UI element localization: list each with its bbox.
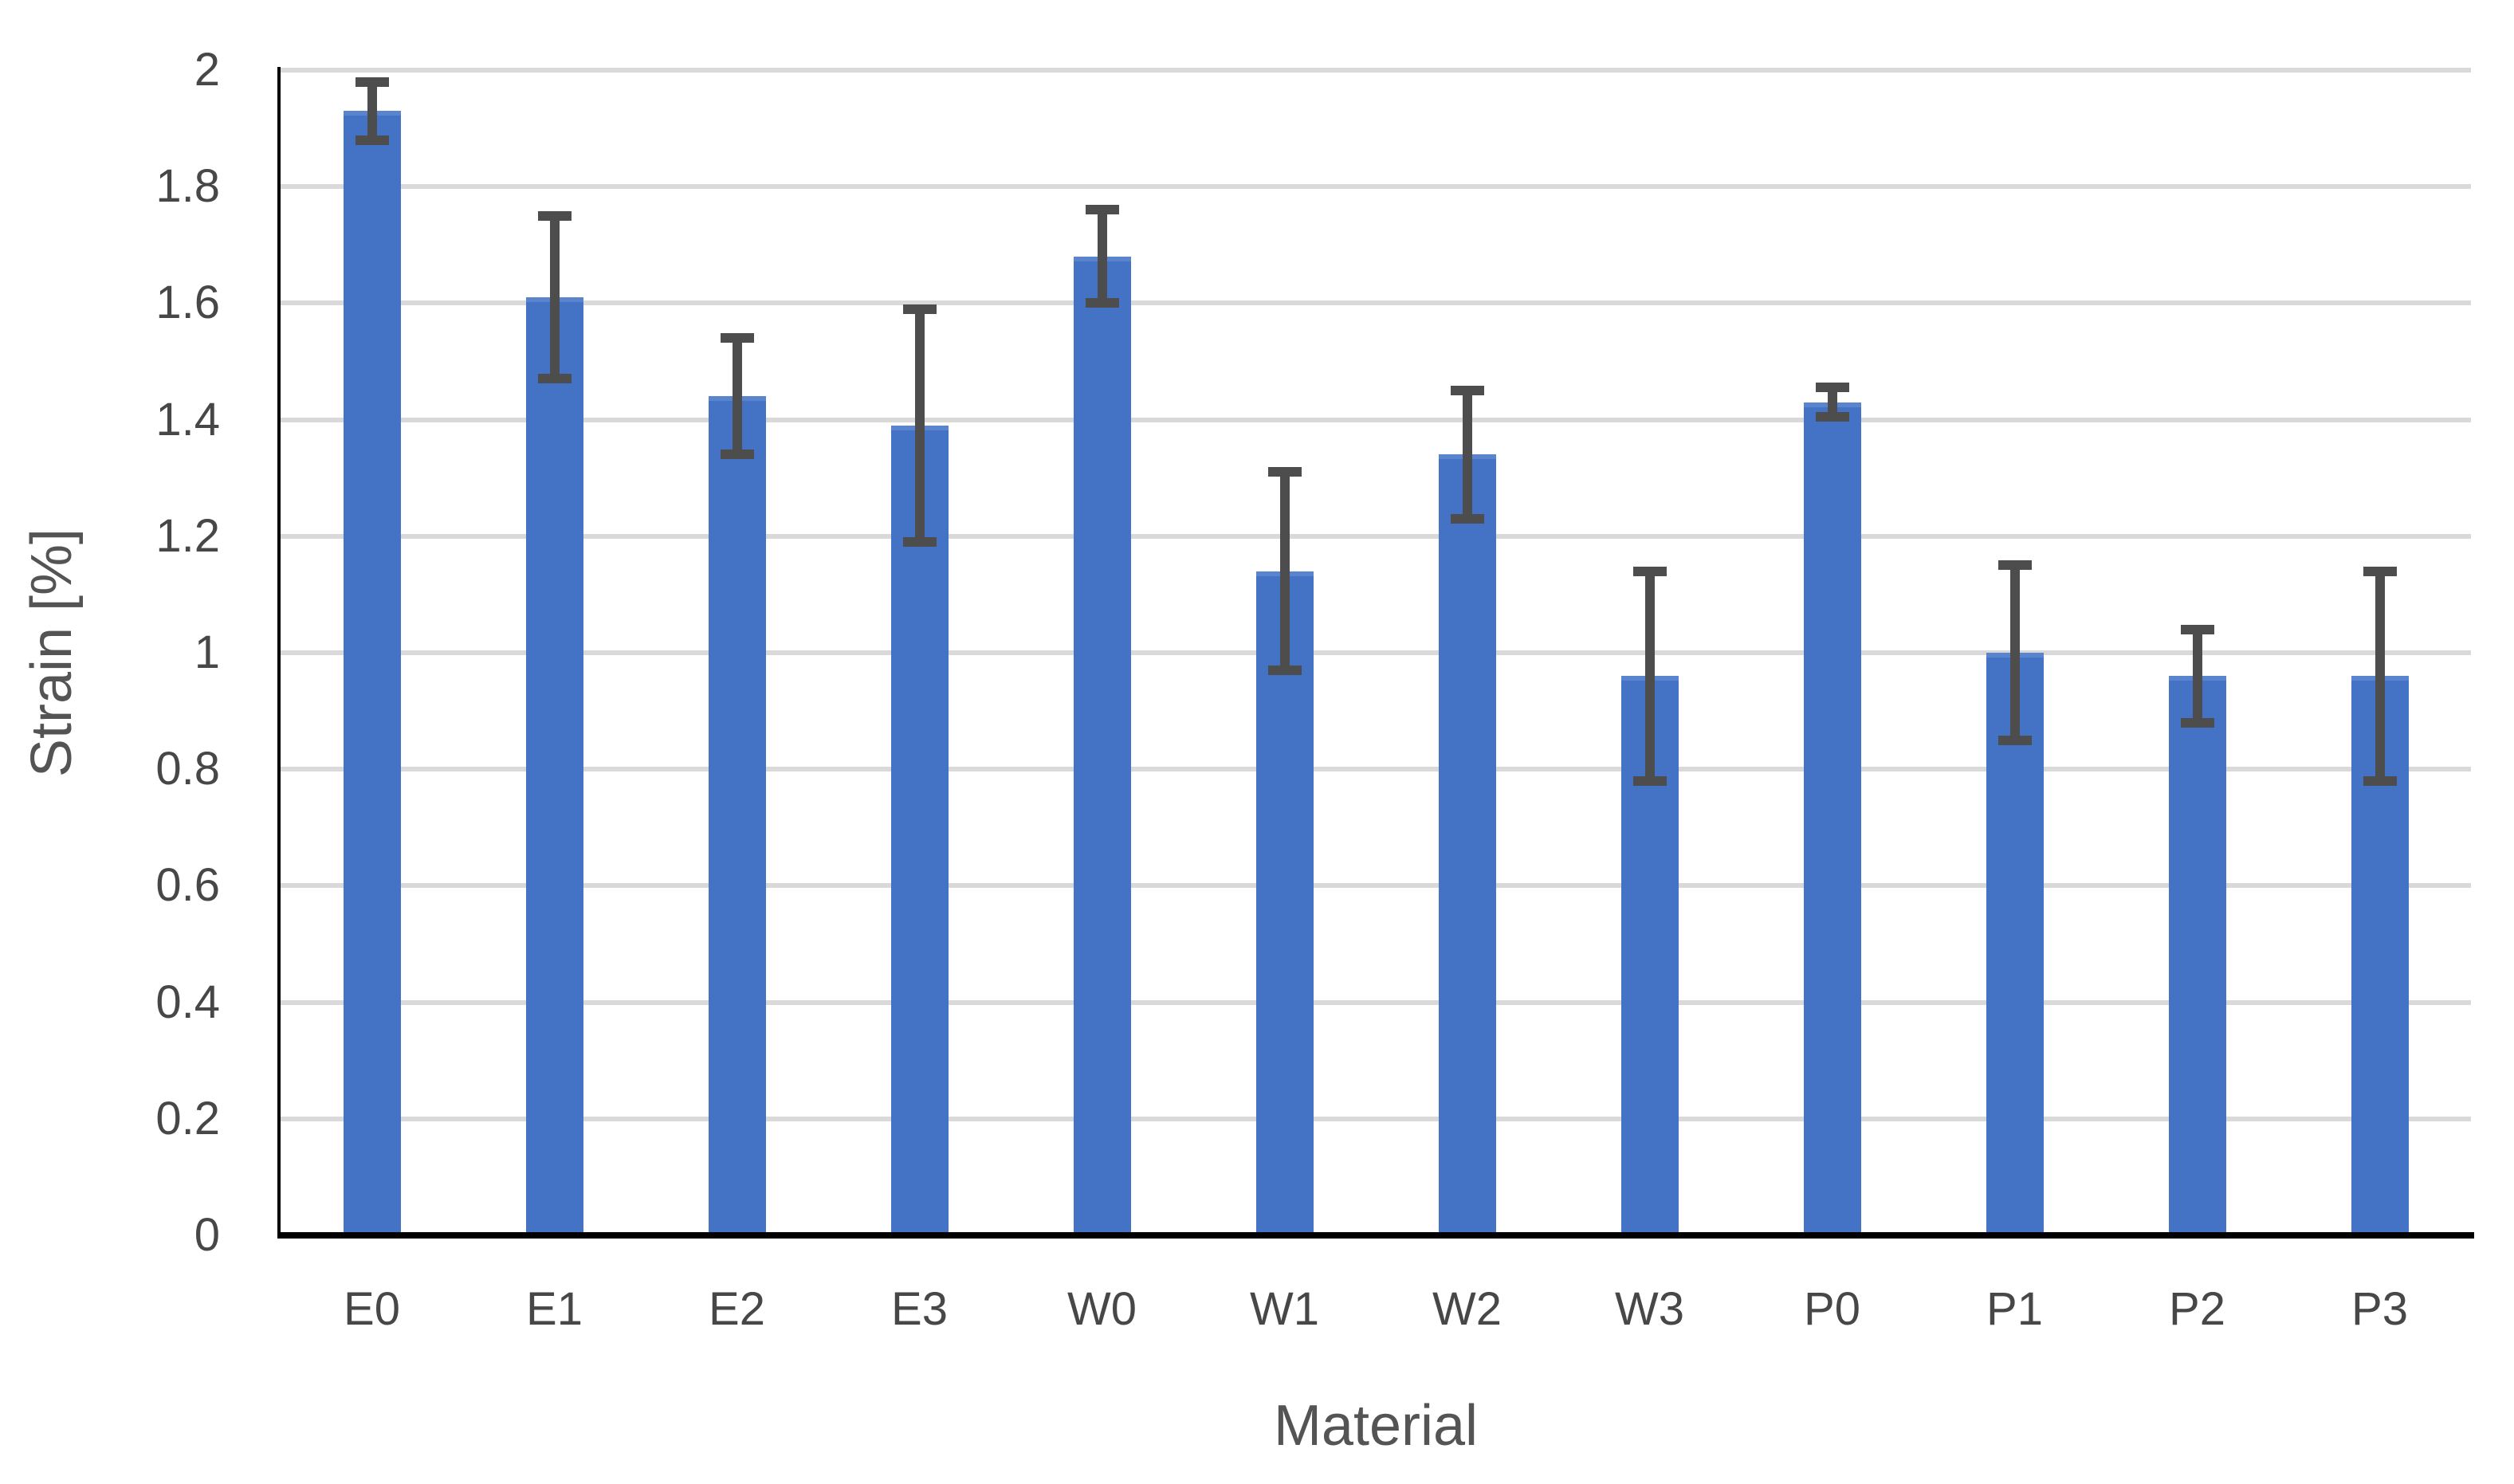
x-axis-line (277, 1232, 2474, 1239)
y-axis-tick-label: 0 (194, 1209, 220, 1261)
y-axis-line (277, 67, 281, 1239)
error-bar-cap (1997, 735, 2032, 745)
error-bar-stem (2192, 629, 2202, 723)
error-bar-stem (367, 81, 377, 140)
gridline (281, 650, 2471, 655)
bar-E1 (525, 297, 583, 1235)
gridline (281, 68, 2471, 73)
bar-E0 (343, 111, 401, 1235)
x-axis-tick-label: W0 (1067, 1283, 1137, 1335)
gridline (281, 1116, 2471, 1121)
y-axis-tick-label: 0.6 (155, 859, 220, 912)
gridline (281, 184, 2471, 190)
y-axis-tick-label: 0.4 (155, 976, 220, 1028)
error-bar-cap (2363, 775, 2397, 786)
error-bar-stem (732, 338, 742, 455)
bar-W0 (1073, 256, 1131, 1235)
error-bar-stem (1462, 391, 1472, 519)
error-bar-cap (902, 537, 937, 548)
gridline (281, 767, 2471, 772)
error-bar-cap (355, 135, 389, 145)
error-bar-cap (1085, 298, 1119, 308)
error-bar-cap (1815, 411, 1849, 422)
error-bar-cap (2180, 717, 2214, 728)
error-bar-cap (1267, 665, 1302, 675)
error-bar-stem (1644, 571, 1655, 781)
error-bar-cap (1267, 467, 1302, 477)
x-axis-tick-label: W3 (1615, 1283, 1684, 1335)
x-axis-tick-label: P2 (2169, 1283, 2225, 1335)
error-bar-cap (1632, 566, 1667, 576)
error-bar-cap (1632, 775, 1667, 786)
gridline (281, 999, 2471, 1005)
error-bar-stem (914, 308, 925, 543)
x-axis-tick-label: E2 (709, 1283, 765, 1335)
bar-P2 (2168, 676, 2226, 1235)
y-axis-tick-label: 2 (194, 44, 220, 96)
error-bar-cap (537, 210, 572, 221)
error-bar-cap (902, 304, 937, 314)
y-axis-tick-label: 1 (194, 626, 220, 678)
x-axis-tick-label: P0 (1804, 1283, 1860, 1335)
y-axis-tick-label: 1.8 (155, 160, 220, 213)
error-bar-cap (1085, 205, 1119, 215)
error-bar-stem (2009, 565, 2020, 740)
x-axis-title: Material (1273, 1394, 1479, 1458)
error-bar-cap (2180, 624, 2214, 634)
x-axis-tick-label: W1 (1250, 1283, 1319, 1335)
y-axis-tick-label: 1.2 (155, 509, 220, 562)
gridline (281, 300, 2471, 306)
error-bar-stem (1279, 472, 1290, 670)
error-bar-cap (355, 77, 389, 87)
bar-E3 (890, 425, 949, 1235)
bar-W1 (1255, 571, 1314, 1235)
y-axis-tick-label: 1.4 (155, 393, 220, 446)
error-bar-cap (1997, 560, 2032, 571)
bar-P1 (1986, 653, 2044, 1235)
y-axis-title: Strain [%] (20, 528, 84, 778)
bar-E2 (708, 396, 766, 1235)
x-axis-tick-label: P3 (2351, 1283, 2408, 1335)
x-axis-tick-label: E3 (891, 1283, 948, 1335)
y-axis-tick-label: 1.6 (155, 277, 220, 329)
gridline (281, 883, 2471, 889)
y-axis-tick-label: 0.8 (155, 743, 220, 795)
error-bar-cap (2363, 566, 2397, 576)
error-bar-cap (1450, 513, 1484, 524)
error-bar-cap (720, 450, 754, 460)
error-bar-stem (2375, 571, 2385, 781)
bar-W2 (1438, 454, 1496, 1235)
gridline (281, 417, 2471, 422)
x-axis-tick-label: E0 (344, 1283, 400, 1335)
bar-P0 (1803, 402, 1861, 1235)
x-axis-tick-label: W2 (1432, 1283, 1502, 1335)
x-axis-tick-label: P1 (1986, 1283, 2043, 1335)
error-bar-stem (1827, 387, 1837, 417)
x-axis-tick-label: E1 (526, 1283, 583, 1335)
error-bar-cap (537, 374, 572, 384)
y-axis-tick-label: 0.2 (155, 1092, 220, 1144)
error-bar-cap (1450, 386, 1484, 396)
gridline (281, 533, 2471, 539)
error-bar-cap (720, 333, 754, 344)
error-bar-cap (1815, 383, 1849, 393)
error-bar-stem (1097, 210, 1107, 304)
error-bar-stem (549, 215, 560, 379)
